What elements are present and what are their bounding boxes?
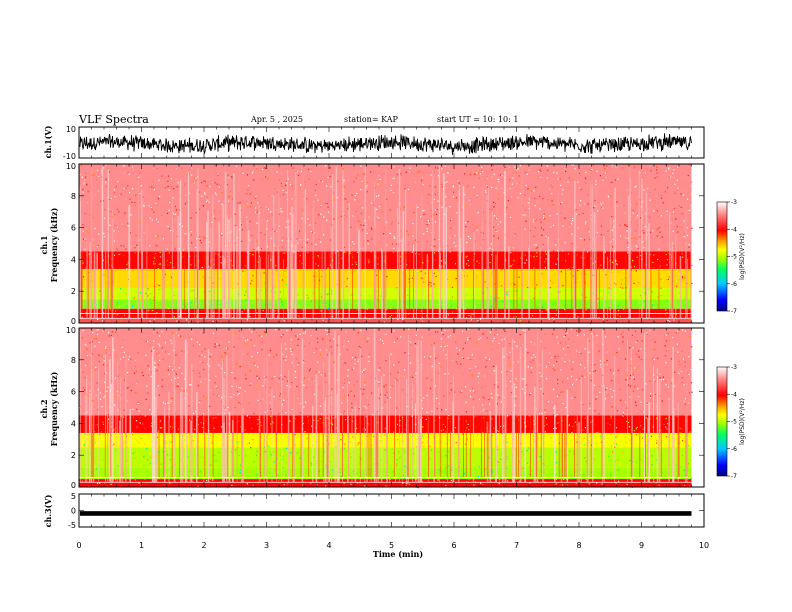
- colorbar-ch1-label: log(PSD)(V²/Hz): [739, 233, 746, 280]
- ch2-spectrogram-ytick-label: 2: [71, 451, 76, 460]
- ch3-waveform-trace: [80, 511, 692, 516]
- ch1-spec-ylabel: Frequency (kHz): [49, 207, 59, 282]
- ch3-waveform-ytick-label: 0: [71, 507, 76, 516]
- ch3-waveform-ytick-label: 5: [71, 492, 76, 501]
- ch2-spectrogram-ytick-label: 6: [71, 388, 76, 397]
- ch2-spectrogram-ytick-label: 0: [71, 481, 76, 490]
- colorbar-ch1-tick-label: -7: [731, 308, 737, 315]
- colorbar-ch2-tick-label: -4: [731, 391, 737, 398]
- ch3-waveform-panel: 5 0 -5: [68, 492, 705, 530]
- ch1-spectrogram-panel: 0 2 4 6 8 10: [66, 162, 705, 326]
- ch2-spectrogram-band: [79, 415, 692, 433]
- ch2-spectrogram-texture: [79, 328, 693, 489]
- ch1-waveform-ytick-label: 10: [66, 125, 76, 134]
- ch1-spec-ylabel-channel: ch.1: [39, 235, 49, 254]
- x-tick-label: 2: [201, 541, 206, 550]
- ch1-waveform-ytick-label: -10: [63, 152, 76, 161]
- date-text: Apr. 5 , 2025: [250, 115, 303, 124]
- figure-title: VLF Spectra: [78, 113, 149, 126]
- colorbar-ch2-label: log(PSD)(V²/Hz): [739, 398, 746, 445]
- x-tick-label: 9: [639, 541, 644, 550]
- x-tick-label: 5: [389, 541, 394, 550]
- ch1-waveform-trace: [79, 133, 692, 155]
- ch1-spectrogram-ytick-label: 10: [66, 162, 76, 171]
- x-tick-label: 4: [326, 541, 331, 550]
- station-text: station= KAP: [344, 115, 399, 124]
- x-tick-label: 10: [699, 541, 709, 550]
- ch2-spec-ylabel: Frequency (kHz): [49, 371, 59, 446]
- x-tick-label: 3: [264, 541, 269, 550]
- start-time-text: start UT = 10: 10: 1: [437, 115, 518, 124]
- ch1-spectrogram-ytick-label: 4: [71, 255, 76, 264]
- ch2-spectrogram-ytick-label: 10: [66, 326, 76, 335]
- ch3-waveform-ytick-label: -5: [68, 521, 76, 530]
- colorbar-ch2: -3 -4 -5 -6 -7 log(PSD)(V²/Hz): [716, 364, 746, 480]
- ch1-spectrogram-ytick-label: 8: [71, 192, 76, 201]
- colorbar-ch1-gradient: [716, 201, 728, 312]
- colorbar-ch2-tick-label: -6: [731, 446, 737, 453]
- ch2-spectrogram-panel: 0 2 4 6 8 10: [66, 326, 705, 490]
- ch1-waveform-ylabel: ch.1(V): [43, 125, 53, 158]
- ch1-waveform-panel: 10 -10: [63, 125, 705, 161]
- ch1-spectrogram-ytick-label: 0: [71, 317, 76, 326]
- colorbar-ch2-gradient: [716, 366, 728, 477]
- ch3-waveform-ylabel: ch.3(V): [43, 494, 53, 527]
- ch1-spectrogram-band: [79, 318, 692, 323]
- ch1-spectrogram-ytick-label: 2: [71, 287, 76, 296]
- ch2-spec-ylabel-channel: ch.2: [39, 399, 49, 418]
- x-tick-label: 7: [514, 541, 519, 550]
- colorbar-ch2-tick-label: -3: [731, 364, 737, 371]
- colorbar-ch1-tick-label: -4: [731, 226, 737, 233]
- ch1-spectrogram-ytick-label: 6: [71, 224, 76, 233]
- ch2-spectrogram-ytick-label: 4: [71, 419, 76, 428]
- ch2-spectrogram-band: [79, 479, 692, 487]
- ch1-spectrogram-texture: [79, 164, 693, 325]
- colorbar-ch2-tick-label: -7: [731, 473, 737, 480]
- colorbar-ch1: -3 -4 -5 -6 -7 log(PSD)(V²/Hz): [716, 199, 746, 315]
- colorbar-ch1-tick-label: -6: [731, 281, 737, 288]
- ch2-spectrogram-band: [79, 467, 692, 480]
- x-axis-label: Time (min): [373, 549, 423, 559]
- x-tick-label: 0: [76, 541, 81, 550]
- colorbar-ch1-tick-label: -3: [731, 199, 737, 206]
- x-tick-label: 1: [139, 541, 144, 550]
- time-axis: 0 1 2 3 4 5 6 7 8 9 10: [76, 541, 709, 550]
- x-tick-label: 8: [576, 541, 581, 550]
- ch2-spectrogram-ytick-label: 8: [71, 356, 76, 365]
- x-tick-label: 6: [451, 541, 456, 550]
- colorbar-ch1-tick-label: -5: [731, 254, 737, 261]
- colorbar-ch2-tick-label: -5: [731, 419, 737, 426]
